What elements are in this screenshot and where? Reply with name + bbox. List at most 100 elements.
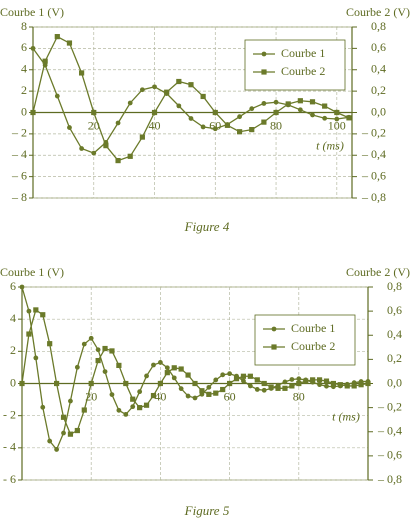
legend-label: Courbe 1	[281, 46, 325, 60]
data-point	[157, 380, 163, 387]
data-point	[151, 109, 158, 116]
data-point	[54, 34, 60, 40]
data-point	[185, 372, 191, 378]
y2-tick-label: 0,2	[387, 351, 402, 365]
y2-tick-label: 0,4	[371, 62, 386, 76]
y2-tick-label: – 0,6	[361, 168, 386, 182]
data-point	[66, 40, 73, 46]
y-tick-label: 2	[10, 343, 16, 357]
caption: Figure 5	[184, 503, 230, 518]
data-point	[115, 157, 121, 164]
data-point	[116, 407, 122, 413]
data-point	[95, 357, 101, 364]
series-line	[21, 286, 369, 451]
x-tick-label: 100	[328, 118, 346, 132]
data-point	[241, 378, 246, 384]
data-point	[40, 404, 46, 410]
y-tick-label: 6	[10, 279, 16, 293]
data-point	[285, 101, 291, 107]
data-point	[88, 380, 94, 387]
data-point	[323, 378, 330, 384]
data-point	[344, 383, 350, 389]
legend-marker	[261, 69, 267, 75]
data-point	[273, 109, 279, 116]
data-point	[275, 385, 281, 391]
x-tick-label: 60	[224, 389, 236, 403]
data-point	[206, 391, 212, 397]
data-point	[334, 116, 340, 122]
data-point	[309, 99, 316, 105]
data-point	[95, 347, 101, 353]
data-point	[164, 89, 170, 95]
data-point	[26, 308, 32, 314]
data-point	[19, 380, 25, 387]
y2-axis-label: Courbe 2 (V)	[346, 265, 410, 279]
data-point	[178, 366, 184, 372]
legend-marker	[271, 344, 277, 350]
data-point	[67, 431, 74, 437]
data-point	[212, 126, 218, 132]
data-point	[123, 380, 129, 387]
data-point	[254, 387, 260, 392]
data-point	[273, 99, 279, 105]
data-point	[322, 103, 328, 109]
data-point	[109, 348, 115, 354]
x-tick-label: 80	[270, 118, 282, 132]
data-point	[247, 373, 253, 379]
y-tick-label: 6	[21, 40, 27, 54]
data-point	[143, 402, 150, 408]
data-point	[164, 365, 170, 371]
data-point	[317, 382, 322, 388]
data-point	[40, 312, 46, 318]
data-point	[171, 365, 177, 371]
data-point	[88, 335, 94, 341]
data-point	[130, 404, 136, 410]
data-point	[358, 382, 364, 388]
y2-tick-label: 0,0	[387, 375, 402, 389]
y-tick-label: 0	[10, 375, 16, 389]
data-point	[261, 387, 267, 393]
data-point	[289, 383, 295, 389]
data-point	[47, 341, 53, 347]
data-point	[152, 84, 157, 90]
y2-tick-label: 0,6	[371, 40, 386, 54]
x-tick-label: 40	[154, 389, 166, 403]
data-point	[26, 331, 32, 337]
data-point	[102, 345, 108, 352]
y2-tick-label: 0,6	[387, 303, 402, 317]
data-point	[261, 101, 267, 106]
y2-tick-label: – 0,2	[377, 399, 402, 413]
data-point	[330, 380, 336, 387]
data-point	[227, 371, 233, 377]
data-point	[282, 385, 288, 391]
data-point	[123, 411, 129, 417]
y-axis-label: Courbe 1 (V)	[0, 5, 64, 19]
y-tick-label: – 8	[11, 190, 27, 204]
data-point	[33, 355, 39, 361]
data-point	[351, 383, 357, 389]
data-point	[68, 398, 73, 404]
data-point	[47, 438, 53, 444]
data-point	[54, 447, 59, 452]
data-point	[30, 45, 36, 51]
data-point	[296, 376, 302, 382]
y-tick-label: 2	[21, 83, 27, 97]
data-point	[324, 383, 329, 389]
x-axis-label: t (ms)	[332, 409, 360, 423]
data-point	[247, 383, 253, 389]
data-point	[102, 369, 108, 374]
data-point	[220, 372, 226, 378]
data-point	[316, 377, 323, 383]
data-point	[213, 390, 219, 396]
data-point	[310, 112, 315, 118]
data-point	[33, 307, 39, 313]
data-point	[236, 129, 243, 135]
y-tick-label: - 4	[3, 440, 16, 454]
caption: Figure 4	[184, 219, 230, 234]
data-point	[200, 93, 206, 100]
data-point	[237, 114, 242, 120]
data-point	[254, 377, 260, 383]
data-point	[337, 382, 343, 388]
y2-tick-label: – 0,4	[377, 424, 402, 438]
